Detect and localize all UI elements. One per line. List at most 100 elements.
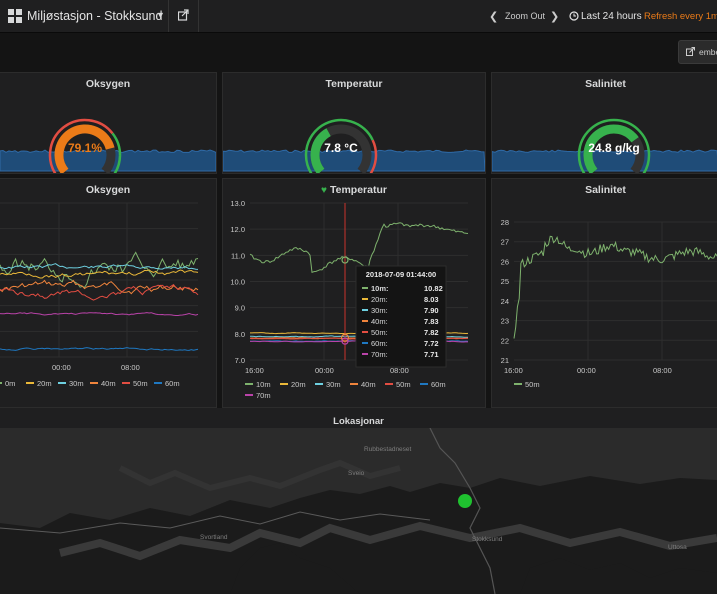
caret-down-icon[interactable]: ▼ [156, 10, 165, 20]
time-range-picker[interactable]: Last 24 hours [581, 11, 642, 22]
gauge-temperatur: 7.8 °C [223, 118, 485, 173]
legend-label: 40m [361, 380, 376, 389]
x-tick-label: 16:00 [504, 366, 523, 375]
panel-title-text: Temperatur [329, 184, 387, 196]
legend-label: 10m [256, 380, 271, 389]
embed-button[interactable]: embed [678, 40, 717, 64]
chevron-left-icon[interactable]: ❮ [489, 11, 499, 23]
tooltip-label: 60m: [371, 339, 388, 348]
y-tick-label: 27 [501, 238, 509, 247]
series-line [513, 235, 717, 339]
series-line [249, 222, 469, 273]
gauge-value-arc [54, 124, 115, 173]
location-map[interactable]: Rubbestadneset Sveio Svortland Stokksund… [0, 428, 717, 594]
sparkline-area [223, 149, 485, 172]
tooltip-value: 7.83 [424, 317, 439, 326]
legend-label: 0m [5, 379, 15, 388]
hover-point [340, 333, 350, 342]
tooltip-value: 8.03 [424, 295, 439, 304]
gauge-panel-oksygen: Oksygen 79.1% [0, 72, 217, 174]
map-place-label: Stokksund [472, 536, 503, 543]
x-tick-label: 08:00 [653, 366, 672, 375]
tooltip-label: 50m: [371, 328, 388, 337]
map-place-label: Rubbestadneset [364, 446, 412, 453]
gauge-value-text: 7.8 °C [324, 141, 358, 155]
legend-label: 40m [101, 379, 116, 388]
graph-temperatur[interactable]: 13.0 12.0 11.0 10.0 9.0 8.0 7.016:00 00:00 08:00… [223, 179, 485, 407]
heart-icon: ♥ [321, 185, 327, 196]
tooltip-label: 30m: [371, 306, 388, 315]
tooltip-value: 10.82 [424, 284, 443, 293]
gauge-panel-temperatur: Temperatur 7.8 °C [222, 72, 486, 174]
x-tick-label: 00:00 [52, 363, 71, 372]
legend-label: 20m [291, 380, 306, 389]
tooltip-value: 7.82 [424, 328, 439, 337]
gauge-oksygen: 79.1% [0, 118, 216, 173]
gauge-value-text: 79.1% [68, 141, 102, 155]
y-tick-label: 13.0 [230, 199, 245, 208]
refresh-interval[interactable]: Refresh every 1m [644, 11, 717, 22]
dashboard-title[interactable]: Miljøstasjon - Stokksund [27, 9, 163, 23]
map-place-label: Uttosa [668, 544, 687, 551]
tooltip-value: 7.71 [424, 350, 439, 359]
panel-title: Oksygen [85, 78, 131, 90]
tooltip-value: 7.90 [424, 306, 439, 315]
gauge-salinitet: 24.8 g/kg [492, 118, 717, 173]
y-tick-label: 21 [501, 356, 509, 365]
panel-title: Salinitet [585, 184, 626, 196]
panel-title: Oksygen [85, 184, 131, 196]
x-tick-label: 00:00 [315, 366, 334, 375]
map-panel-title: Lokasjonar [333, 416, 384, 427]
series-line [0, 284, 199, 301]
gauge-threshold-arc [369, 139, 378, 173]
graph-panel-temperatur: ♥ Temperatur 13.0 12.0 11.0 10.0 9.0 8.0 7.0 16:… [222, 178, 486, 408]
y-tick-label: 7.0 [235, 356, 245, 365]
legend-label: 50m [133, 379, 148, 388]
series-line [0, 347, 199, 351]
legend-label: 20m [37, 379, 52, 388]
gauge-value-text: 24.8 g/kg [588, 141, 639, 155]
panel-title: Salinitet [585, 78, 626, 90]
map-place-label: Svortland [200, 534, 228, 541]
map-place-label: Sveio [348, 470, 365, 477]
series-line [0, 269, 199, 279]
y-tick-label: 28 [501, 218, 509, 227]
tooltip-label: 10m: [371, 284, 389, 293]
tooltip-box [355, 265, 447, 368]
hover-point [341, 256, 349, 264]
map-panel-header [0, 408, 717, 428]
embed-label: embed [699, 47, 717, 57]
chevron-right-icon[interactable]: ❯ [550, 11, 560, 23]
y-tick-label: 26 [501, 257, 509, 266]
map-terrain [0, 428, 717, 594]
share-icon[interactable] [178, 9, 190, 21]
gauge-threshold-arc [48, 118, 114, 173]
legend-label: 70m [256, 391, 271, 400]
gauge-value-arc [310, 128, 332, 173]
panel-title: ♥ Temperatur [223, 184, 485, 196]
legend-label: 30m [69, 379, 84, 388]
y-tick-label: 9.0 [235, 304, 245, 313]
gauge-threshold-arc [113, 155, 122, 173]
legend-label: 60m [431, 380, 446, 389]
series-line [0, 279, 199, 295]
graph-panel-salinitet: Salinitet 28 27 26 25 24 23 22 21 16:00 00:00 08:0… [491, 178, 717, 408]
y-tick-label: 22 [501, 336, 509, 345]
navbar-divider [198, 0, 199, 32]
x-tick-label: 16:00 [245, 366, 264, 375]
y-tick-label: 8.0 [235, 330, 245, 339]
top-navbar: Miljøstasjon - Stokksund ▼ ❮ Zoom Out ❯ … [0, 0, 717, 33]
graph-oksygen[interactable]: 00:00 08:00 0m 20m 30m 40m 50m 60m [0, 179, 216, 407]
y-tick-label: 23 [501, 317, 509, 326]
location-marker[interactable] [458, 494, 472, 508]
sparkline-area [492, 149, 717, 172]
zoom-out-button[interactable]: Zoom Out [505, 11, 546, 21]
dashboard-grid-icon[interactable] [8, 9, 22, 23]
x-tick-label: 08:00 [121, 363, 140, 372]
y-tick-label: 11.0 [231, 251, 245, 260]
tooltip-value: 7.72 [424, 339, 439, 348]
clock-icon [569, 11, 579, 21]
tooltip-label: 70m: [371, 350, 388, 359]
legend-label: 60m [165, 379, 180, 388]
